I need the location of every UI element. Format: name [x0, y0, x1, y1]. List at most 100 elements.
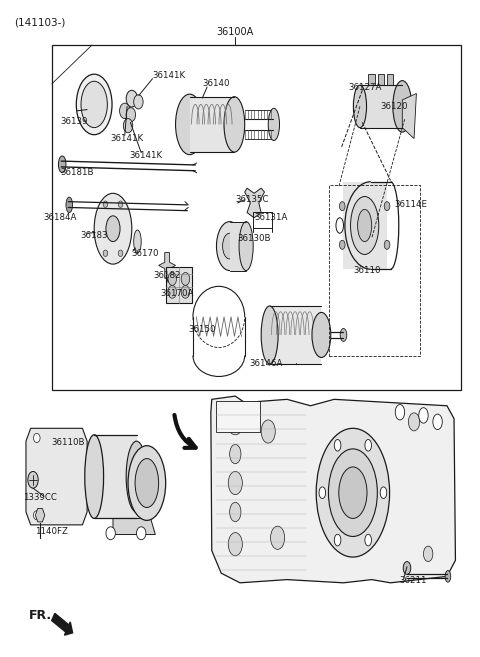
Ellipse shape — [128, 445, 166, 520]
Text: 36114E: 36114E — [394, 200, 427, 209]
Ellipse shape — [66, 197, 72, 213]
Ellipse shape — [268, 108, 279, 141]
Ellipse shape — [380, 487, 387, 499]
Bar — [378, 74, 384, 85]
Ellipse shape — [126, 90, 137, 107]
Ellipse shape — [350, 196, 379, 254]
Bar — [52, 45, 461, 390]
Polygon shape — [402, 93, 416, 139]
Text: 36150: 36150 — [189, 325, 216, 334]
Ellipse shape — [393, 81, 412, 132]
Ellipse shape — [123, 119, 133, 133]
Text: 36170A: 36170A — [160, 288, 193, 298]
Ellipse shape — [85, 435, 104, 518]
Bar — [166, 267, 192, 303]
Ellipse shape — [136, 527, 146, 539]
Text: 36183: 36183 — [80, 231, 108, 240]
Ellipse shape — [384, 202, 390, 211]
Bar — [253, 212, 272, 228]
Ellipse shape — [445, 570, 451, 582]
Ellipse shape — [271, 526, 285, 549]
Ellipse shape — [340, 328, 347, 342]
Ellipse shape — [94, 193, 132, 264]
Ellipse shape — [228, 472, 242, 495]
Ellipse shape — [239, 221, 253, 271]
Ellipse shape — [229, 503, 241, 522]
Ellipse shape — [181, 273, 190, 285]
Ellipse shape — [126, 442, 147, 512]
Bar — [270, 306, 322, 364]
Text: FR.: FR. — [29, 608, 52, 622]
Ellipse shape — [228, 533, 242, 556]
Ellipse shape — [106, 216, 120, 242]
Text: 36184A: 36184A — [43, 214, 77, 222]
Text: 36181B: 36181B — [60, 168, 94, 177]
Ellipse shape — [126, 108, 135, 122]
Ellipse shape — [419, 408, 428, 423]
Text: 36140: 36140 — [203, 79, 230, 88]
Polygon shape — [113, 518, 156, 535]
Text: 1339CC: 1339CC — [23, 493, 57, 502]
Ellipse shape — [328, 449, 377, 537]
Polygon shape — [36, 509, 45, 522]
Text: 36110: 36110 — [353, 266, 380, 275]
Ellipse shape — [339, 467, 367, 518]
Text: 36211: 36211 — [399, 576, 427, 585]
Text: 36141K: 36141K — [130, 152, 163, 160]
Ellipse shape — [168, 273, 177, 285]
Text: 36141K: 36141K — [153, 71, 186, 80]
Ellipse shape — [334, 440, 341, 451]
Ellipse shape — [28, 472, 38, 488]
Polygon shape — [26, 428, 87, 525]
Ellipse shape — [216, 221, 243, 271]
Text: 36141K: 36141K — [110, 134, 144, 143]
Ellipse shape — [384, 240, 390, 249]
Ellipse shape — [118, 201, 123, 208]
Text: 36135C: 36135C — [235, 195, 269, 204]
Ellipse shape — [34, 510, 40, 520]
Polygon shape — [158, 252, 176, 279]
Bar — [360, 85, 402, 127]
Ellipse shape — [168, 285, 177, 298]
Text: 36100A: 36100A — [216, 28, 254, 37]
Ellipse shape — [118, 250, 123, 256]
Ellipse shape — [34, 434, 40, 442]
Bar — [190, 97, 234, 152]
Ellipse shape — [134, 95, 143, 109]
Text: 36139: 36139 — [60, 118, 88, 126]
Ellipse shape — [176, 94, 204, 154]
Ellipse shape — [365, 440, 372, 451]
Ellipse shape — [229, 444, 241, 464]
Ellipse shape — [423, 546, 433, 562]
Ellipse shape — [103, 250, 108, 256]
Bar — [94, 435, 136, 518]
Ellipse shape — [135, 459, 158, 507]
Bar — [369, 74, 374, 85]
Ellipse shape — [59, 156, 66, 173]
Bar — [216, 401, 260, 432]
Text: 36127A: 36127A — [348, 83, 382, 91]
Ellipse shape — [339, 240, 345, 249]
Text: 1140FZ: 1140FZ — [36, 527, 68, 536]
Ellipse shape — [395, 405, 405, 420]
Bar — [329, 185, 420, 355]
Text: (141103-): (141103-) — [14, 18, 66, 28]
Ellipse shape — [319, 487, 325, 499]
FancyArrow shape — [52, 614, 72, 635]
Ellipse shape — [312, 313, 331, 357]
Ellipse shape — [106, 527, 115, 539]
Ellipse shape — [261, 306, 278, 364]
Ellipse shape — [408, 413, 420, 431]
Text: 36120: 36120 — [380, 102, 408, 111]
Text: 36170: 36170 — [132, 248, 159, 258]
Bar — [343, 182, 387, 269]
Ellipse shape — [334, 534, 341, 546]
Ellipse shape — [227, 409, 244, 435]
Ellipse shape — [261, 420, 276, 443]
Bar — [387, 74, 393, 85]
Ellipse shape — [433, 414, 442, 430]
Ellipse shape — [76, 74, 112, 135]
Text: 36130B: 36130B — [238, 234, 271, 243]
Ellipse shape — [120, 103, 130, 119]
Ellipse shape — [134, 230, 141, 253]
